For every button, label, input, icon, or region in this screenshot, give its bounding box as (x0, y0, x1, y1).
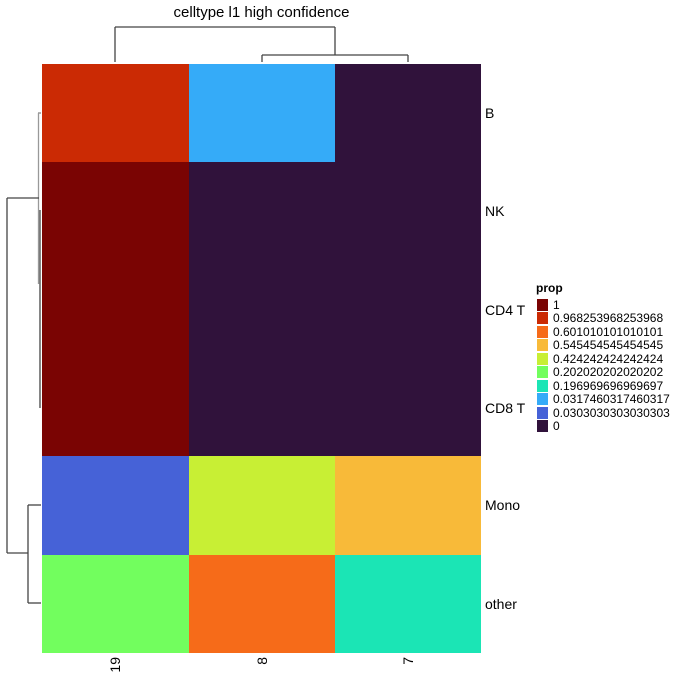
heatmap-cell (42, 64, 189, 162)
column-dendrogram (114, 26, 409, 62)
column-label: 8 (254, 657, 270, 665)
legend-label: 0.196969696969697 (553, 378, 664, 393)
legend-label: 0.601010101010101 (553, 324, 664, 339)
legend-label: 0 (553, 419, 560, 434)
heatmap-cell (189, 64, 335, 162)
legend-swatch (536, 392, 549, 407)
row-dendrogram (6, 112, 41, 604)
legend-item: 0 (536, 419, 670, 434)
legend-label: 0.0303030303030303 (553, 405, 670, 420)
legend-swatch (536, 324, 549, 339)
heatmap-cell (42, 456, 189, 555)
legend-swatch (536, 365, 549, 380)
heatmap-cell (335, 358, 481, 456)
heatmap-cell (335, 555, 481, 653)
legend-label: 0.424242424242424 (553, 351, 664, 366)
legend-item: 0.968253968253968 (536, 311, 670, 326)
heatmap-cell (335, 162, 481, 260)
heatmap-cell (335, 64, 481, 162)
legend-swatch (536, 419, 549, 434)
heatmap-cell (189, 456, 335, 555)
heatmap-cell (189, 260, 335, 358)
column-label: 19 (107, 657, 123, 673)
heatmap-cell (42, 555, 189, 653)
legend-label: 0.545454545454545 (553, 338, 664, 353)
legend-title: prop (536, 281, 563, 295)
legend-swatch (536, 351, 549, 366)
legend-item: 0.545454545454545 (536, 338, 670, 353)
column-label: 7 (400, 657, 416, 665)
legend-label: 1 (553, 297, 560, 312)
row-label: NK (485, 203, 505, 219)
legend-swatch (536, 378, 549, 393)
legend-swatch (536, 297, 549, 312)
legend-item: 1 (536, 297, 670, 312)
heatmap-cell (335, 456, 481, 555)
heatmap-cell (42, 358, 189, 456)
heatmap-grid (42, 64, 481, 653)
legend-item: 0.424242424242424 (536, 351, 670, 366)
legend-item: 0.601010101010101 (536, 324, 670, 339)
row-label: other (485, 596, 517, 612)
legend-label: 0.202020202020202 (553, 365, 664, 380)
heatmap-cell (335, 260, 481, 358)
legend: prop 1 0.968253968253968 0.601010101010101… (536, 281, 670, 434)
heatmap-cell (189, 162, 335, 260)
legend-item: 0.0317460317460317 (536, 392, 670, 407)
chart-title: celltype l1 high confidence (173, 4, 350, 21)
row-label: B (485, 105, 495, 121)
row-label: CD8 T (485, 400, 526, 416)
legend-swatch (536, 338, 549, 353)
legend-label: 0.0317460317460317 (553, 392, 670, 407)
legend-swatch (536, 405, 549, 420)
heatmap-cell (42, 162, 189, 260)
row-label: CD4 T (485, 302, 526, 318)
row-label: Mono (485, 497, 521, 513)
legend-item: 0.196969696969697 (536, 378, 670, 393)
legend-item: 0.0303030303030303 (536, 405, 670, 420)
heatmap-cell (42, 260, 189, 358)
legend-item: 0.202020202020202 (536, 365, 670, 380)
heatmap-cell (189, 555, 335, 653)
heatmap-cell (189, 358, 335, 456)
legend-label: 0.968253968253968 (553, 311, 664, 326)
legend-swatch (536, 311, 549, 326)
